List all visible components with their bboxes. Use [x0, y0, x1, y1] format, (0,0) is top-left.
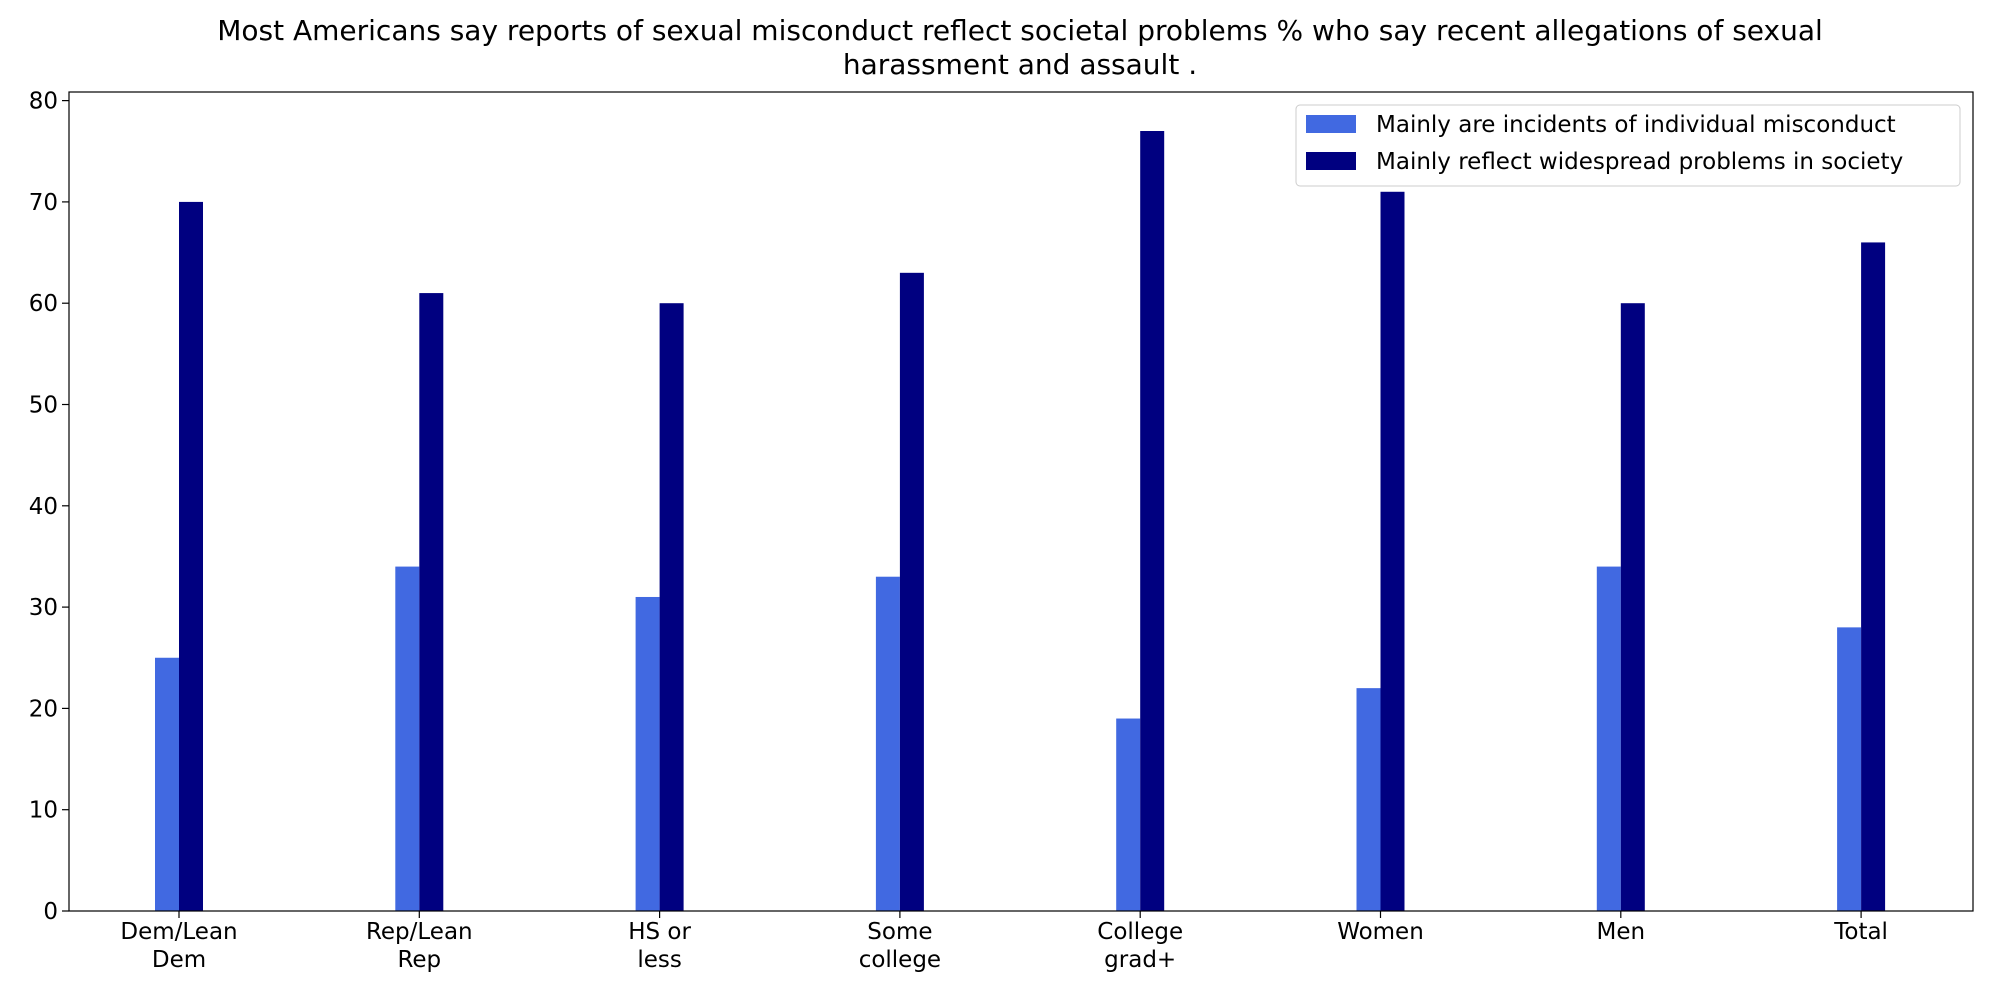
plot-frame: [68, 91, 1974, 912]
y-tick-label: 40: [29, 494, 58, 520]
bar: [635, 596, 660, 911]
bar: [419, 293, 444, 912]
bar: [1861, 242, 1886, 911]
bar: [1356, 688, 1381, 911]
legend-label: Mainly reflect widespread problems in so…: [1376, 149, 1903, 175]
bar: [1140, 131, 1165, 911]
x-tick-label: Total: [1833, 919, 1888, 945]
legend-swatch: [1306, 152, 1356, 170]
x-tick-label: College grad+: [1097, 919, 1183, 973]
y-tick-label: 50: [29, 393, 58, 419]
bar: [1837, 627, 1862, 911]
bar: [395, 566, 420, 911]
bar: [1596, 566, 1621, 911]
chart-title: Most Americans say reports of sexual mis…: [217, 14, 1823, 81]
y-tick-label: 20: [29, 696, 58, 722]
y-tick-label: 80: [29, 89, 58, 115]
legend-box: [1295, 104, 1961, 187]
x-tick-label: Rep/Lean Rep: [366, 919, 473, 973]
bar: [1116, 718, 1141, 911]
bar: [899, 272, 924, 911]
bar: [659, 303, 684, 912]
y-tick-label: 0: [43, 899, 58, 925]
legend-label: Mainly are incidents of individual misco…: [1376, 112, 1896, 138]
x-tick-label: Dem/Lean Dem: [120, 919, 237, 973]
y-tick-label: 70: [29, 190, 58, 216]
bar: [1620, 303, 1645, 912]
bar: [155, 657, 179, 911]
bar: [1380, 191, 1405, 911]
x-tick-label: HS or less: [628, 919, 691, 973]
bar: [179, 201, 203, 912]
y-tick-label: 30: [29, 595, 58, 621]
bar: [875, 576, 900, 911]
y-tick-label: 10: [29, 798, 58, 824]
x-tick-label: Some college: [859, 919, 941, 973]
legend-swatch: [1306, 115, 1356, 133]
y-tick-label: 60: [29, 291, 58, 317]
x-tick-label: Men: [1597, 919, 1646, 945]
x-tick-label: Women: [1337, 919, 1424, 945]
